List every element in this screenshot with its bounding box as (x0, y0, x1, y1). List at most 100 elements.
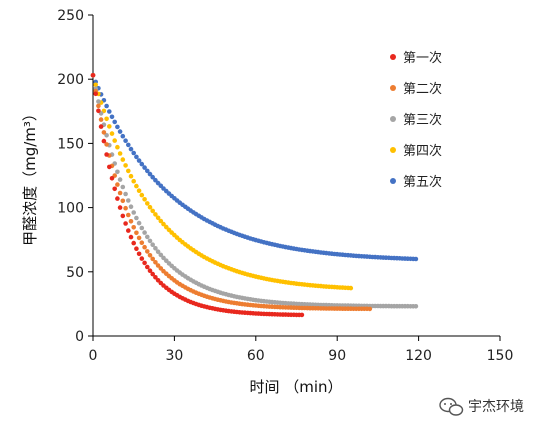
data-point (117, 151, 123, 156)
data-point (155, 249, 161, 254)
data-point (139, 240, 145, 245)
data-point (101, 130, 107, 135)
series-5-points (90, 73, 419, 262)
y-axis-title: 甲醛浓度（mg/m³） (21, 106, 39, 246)
data-point (104, 116, 109, 122)
data-point (145, 249, 150, 254)
data-point (96, 99, 101, 104)
data-point (147, 253, 153, 258)
data-point (134, 215, 139, 221)
data-point (155, 215, 161, 221)
data-point (104, 142, 109, 147)
data-point (131, 225, 136, 230)
legend-item: 第二次 (390, 81, 442, 97)
data-point (115, 144, 120, 150)
legend-marker (390, 116, 396, 122)
data-point (120, 157, 126, 162)
data-point (153, 212, 158, 217)
legend-label: 第二次 (403, 81, 442, 97)
data-point (112, 138, 117, 143)
data-point (155, 263, 161, 268)
data-point (115, 196, 120, 201)
data-point (104, 133, 109, 138)
data-point (142, 165, 147, 170)
data-point (299, 312, 305, 318)
data-point (115, 124, 120, 130)
data-point (147, 268, 153, 274)
legend-label: 第三次 (403, 112, 442, 128)
legend-label: 第一次 (403, 50, 442, 66)
data-point (123, 205, 128, 211)
legend-marker (390, 178, 396, 184)
data-point (131, 150, 136, 156)
legend-item: 第三次 (390, 112, 442, 128)
data-point (153, 275, 158, 280)
x-axis-title: 时间 （min） (249, 378, 342, 396)
data-point (131, 178, 136, 184)
legend-marker (390, 85, 396, 91)
data-point (115, 169, 120, 175)
data-point (117, 177, 123, 182)
data-point (120, 198, 126, 204)
data-point (413, 256, 419, 262)
data-point (96, 108, 101, 114)
data-point (150, 174, 155, 180)
data-point (136, 251, 142, 257)
data-point (107, 109, 112, 114)
data-point (128, 204, 134, 209)
data-point (153, 246, 158, 251)
wechat-icon (439, 397, 464, 416)
legend-item: 第一次 (390, 50, 442, 66)
x-tick-label: 90 (328, 348, 346, 364)
x-tick-label: 0 (89, 348, 98, 364)
data-point (101, 138, 107, 144)
data-point (126, 212, 131, 218)
legend-item: 第四次 (390, 143, 442, 159)
data-point (139, 192, 145, 198)
y-tick-label: 0 (75, 329, 84, 345)
data-point (96, 103, 101, 109)
data-point (139, 161, 145, 167)
data-point (104, 103, 109, 109)
data-point (131, 240, 136, 246)
data-point (112, 186, 117, 192)
data-point (117, 205, 123, 210)
data-point (147, 204, 153, 210)
data-point (120, 184, 126, 190)
data-point (128, 173, 134, 179)
data-point (112, 119, 117, 125)
data-point (153, 260, 158, 265)
data-point (139, 225, 145, 231)
data-point (142, 260, 147, 266)
data-point (98, 124, 104, 129)
y-tick-label: 200 (57, 72, 84, 88)
data-point (158, 218, 164, 224)
data-point (93, 82, 98, 88)
data-point (117, 129, 123, 134)
data-point (136, 188, 142, 193)
data-point (134, 183, 139, 189)
data-point (126, 198, 131, 203)
data-point (348, 285, 354, 291)
data-point (128, 146, 134, 152)
data-point (158, 252, 164, 258)
series-1-points (90, 73, 305, 318)
data-point (142, 230, 147, 235)
data-point (109, 131, 115, 136)
data-point (120, 133, 126, 139)
x-ticks: 0 30 60 90 120 150 (89, 336, 513, 364)
data-point (150, 271, 155, 277)
data-point (123, 221, 128, 226)
data-point (161, 255, 166, 261)
data-point (139, 256, 145, 261)
legend-label: 第四次 (403, 143, 442, 159)
watermark-text: 宇杰环境 (468, 399, 524, 415)
data-point (115, 182, 120, 187)
data-point (109, 114, 115, 120)
data-point (98, 117, 104, 122)
data-point (107, 164, 112, 170)
data-point (123, 191, 128, 197)
legend-marker (390, 54, 396, 60)
